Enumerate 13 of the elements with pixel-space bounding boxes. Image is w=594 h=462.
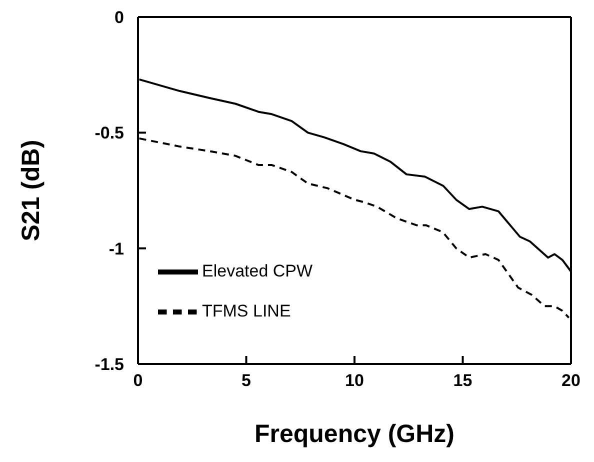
x-tick-label: 15	[453, 371, 472, 390]
x-tick-label: 5	[242, 371, 251, 390]
legend-label: Elevated CPW	[202, 261, 313, 280]
x-tick-label: 0	[133, 371, 143, 390]
y-tick-label: -1	[108, 239, 124, 258]
y-tick-label: 0	[114, 8, 124, 28]
y-tick-label: -0.5	[94, 124, 124, 143]
x-tick-label: 20	[562, 371, 580, 390]
y-axis-title: S21 (dB)	[16, 140, 45, 242]
y-tick-label: -1.5	[94, 355, 124, 374]
x-axis-title: Frequency (GHz)	[254, 420, 455, 448]
legend-label: TFMS LINE	[202, 301, 291, 320]
x-tick-label: 10	[345, 371, 364, 390]
